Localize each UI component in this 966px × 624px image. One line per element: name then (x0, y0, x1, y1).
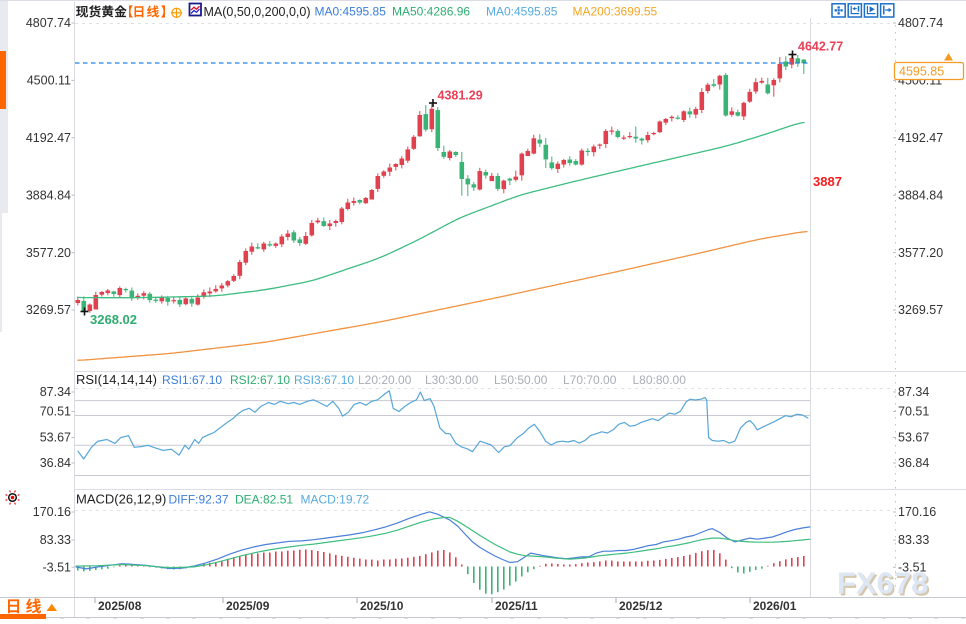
svg-text:2025/11: 2025/11 (495, 599, 538, 613)
svg-text:4500.11: 4500.11 (27, 74, 71, 88)
svg-text:RSI(14,14,14): RSI(14,14,14) (76, 372, 157, 387)
svg-text:87.34: 87.34 (40, 385, 71, 399)
svg-text:DEA:82.51: DEA:82.51 (235, 493, 293, 507)
svg-text:36.84: 36.84 (898, 456, 929, 470)
svg-text:70.51: 70.51 (40, 405, 71, 419)
svg-text:MA200:3699.55: MA200:3699.55 (573, 5, 658, 19)
svg-text:L80:80.00: L80:80.00 (633, 373, 687, 387)
svg-text:2025/08: 2025/08 (98, 599, 142, 613)
svg-text:170.16: 170.16 (33, 505, 71, 519)
svg-text:3268.02: 3268.02 (90, 312, 137, 327)
svg-text:83.33: 83.33 (898, 533, 929, 547)
svg-text:MA50:4286.96: MA50:4286.96 (392, 5, 470, 19)
svg-text:2025/09: 2025/09 (226, 599, 270, 613)
svg-text:L50:50.00: L50:50.00 (494, 373, 548, 387)
svg-text:170.16: 170.16 (898, 505, 936, 519)
svg-text:-3.51: -3.51 (898, 560, 927, 574)
svg-text:RSI3:67.10: RSI3:67.10 (294, 373, 354, 387)
svg-text:MACD(26,12,9): MACD(26,12,9) (76, 492, 166, 507)
svg-text:MA(0,50,0,200,0,0): MA(0,50,0,200,0,0) (204, 5, 311, 19)
svg-text:MACD:19.72: MACD:19.72 (301, 493, 370, 507)
svg-text:L70:70.00: L70:70.00 (563, 373, 617, 387)
svg-text:3269.57: 3269.57 (26, 303, 71, 317)
svg-text:FX678: FX678 (839, 567, 930, 602)
svg-text:4807.74: 4807.74 (898, 16, 943, 30)
svg-text:36.84: 36.84 (40, 456, 71, 470)
svg-text:RSI1:67.10: RSI1:67.10 (162, 373, 222, 387)
svg-text:4807.74: 4807.74 (26, 16, 71, 30)
svg-text:L30:30.00: L30:30.00 (425, 373, 479, 387)
svg-text:MA0:4595.85: MA0:4595.85 (486, 5, 558, 19)
svg-text:3884.84: 3884.84 (898, 188, 943, 202)
svg-text:70.51: 70.51 (898, 405, 929, 419)
svg-text:RSI2:67.10: RSI2:67.10 (230, 373, 290, 387)
svg-text:-3.51: -3.51 (43, 560, 72, 574)
svg-text:87.34: 87.34 (898, 385, 929, 399)
svg-text:DIFF:92.37: DIFF:92.37 (169, 493, 229, 507)
svg-text:4642.77: 4642.77 (798, 40, 843, 54)
svg-text:4595.85: 4595.85 (899, 65, 944, 79)
svg-text:53.67: 53.67 (898, 431, 929, 445)
svg-text:3887: 3887 (813, 174, 842, 189)
svg-text:FX678: FX678 (837, 566, 928, 601)
svg-text:L20:20.00: L20:20.00 (358, 373, 412, 387)
svg-text:2025/10: 2025/10 (360, 599, 404, 613)
svg-text:3269.57: 3269.57 (898, 303, 943, 317)
svg-text:MA0:4595.85: MA0:4595.85 (315, 5, 387, 19)
svg-text:4192.47: 4192.47 (898, 131, 943, 145)
svg-text:4381.29: 4381.29 (438, 89, 483, 103)
svg-text:3884.84: 3884.84 (26, 188, 71, 202)
svg-text:2026/01: 2026/01 (753, 599, 797, 613)
svg-text:2025/12: 2025/12 (619, 599, 663, 613)
svg-text:53.67: 53.67 (40, 431, 71, 445)
svg-text:3577.20: 3577.20 (898, 246, 943, 260)
svg-text:83.33: 83.33 (40, 533, 71, 547)
svg-text:4192.47: 4192.47 (26, 131, 71, 145)
svg-text:3577.20: 3577.20 (26, 246, 71, 260)
